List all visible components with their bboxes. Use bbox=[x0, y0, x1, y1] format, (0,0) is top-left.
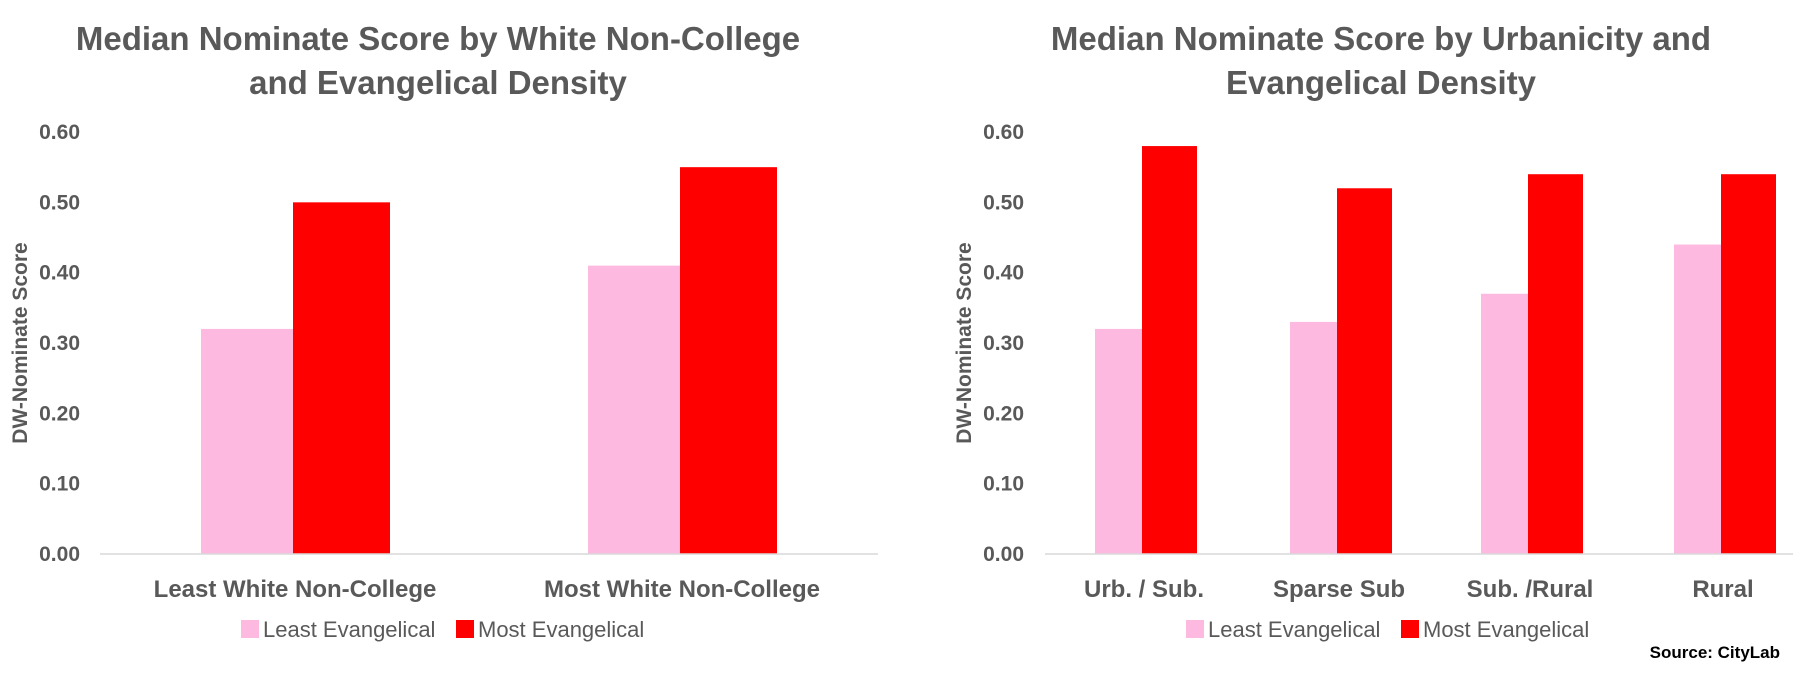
y-tick-label: 0.60 bbox=[39, 121, 80, 144]
legend-swatch-most bbox=[1401, 620, 1419, 638]
y-tick-label: 0.00 bbox=[39, 543, 80, 566]
bar-most-evangelical bbox=[1142, 146, 1197, 555]
chart-urbanicity: Median Nominate Score by Urbanicity and E… bbox=[953, 20, 1793, 642]
legend-swatch-least bbox=[1186, 620, 1204, 638]
y-tick-label: 0.20 bbox=[39, 402, 80, 425]
chart-title-line: Median Nominate Score by White Non-Colle… bbox=[76, 20, 800, 57]
legend-label: Least Evangelical bbox=[263, 617, 435, 642]
y-tick-label: 0.20 bbox=[983, 402, 1024, 425]
y-tick-label: 0.30 bbox=[983, 332, 1024, 355]
y-tick-label: 0.10 bbox=[39, 473, 80, 496]
legend-label: Least Evangelical bbox=[1208, 617, 1380, 642]
bar-most-evangelical bbox=[293, 202, 390, 555]
y-axis-title: DW-Nominate Score bbox=[953, 242, 976, 443]
bar-least-evangelical bbox=[201, 328, 293, 554]
bar-least-evangelical bbox=[1290, 321, 1337, 554]
category-label: Least White Non-College bbox=[154, 576, 437, 603]
category-label: Sparse Sub bbox=[1273, 576, 1405, 603]
y-tick-label: 0.50 bbox=[39, 191, 80, 214]
bar-most-evangelical bbox=[1337, 188, 1392, 554]
chart-title-line: Evangelical Density bbox=[1226, 64, 1537, 101]
y-tick-label: 0.60 bbox=[983, 121, 1024, 144]
category-label: Most White Non-College bbox=[544, 576, 820, 603]
y-tick-label: 0.30 bbox=[39, 332, 80, 355]
chart-white-non-college: Median Nominate Score by White Non-Colle… bbox=[9, 20, 878, 642]
chart-title-line: Median Nominate Score by Urbanicity and bbox=[1051, 20, 1711, 57]
y-tick-label: 0.40 bbox=[983, 262, 1024, 285]
legend-label: Most Evangelical bbox=[478, 617, 644, 642]
bar-most-evangelical bbox=[680, 167, 777, 554]
category-label: Rural bbox=[1692, 576, 1753, 603]
category-label: Urb. / Sub. bbox=[1084, 576, 1204, 603]
y-axis-title: DW-Nominate Score bbox=[9, 242, 32, 443]
category-label: Sub. /Rural bbox=[1467, 576, 1594, 603]
legend-label: Most Evangelical bbox=[1423, 617, 1589, 642]
bar-least-evangelical bbox=[1674, 244, 1721, 555]
source-label: Source: CityLab bbox=[1650, 643, 1780, 662]
chart-title-line: and Evangelical Density bbox=[249, 64, 627, 101]
legend-swatch-most bbox=[456, 620, 474, 638]
y-tick-label: 0.00 bbox=[983, 543, 1024, 566]
y-tick-label: 0.10 bbox=[983, 473, 1024, 496]
bar-most-evangelical bbox=[1721, 174, 1776, 554]
bar-least-evangelical bbox=[1481, 293, 1528, 554]
y-tick-label: 0.40 bbox=[39, 262, 80, 285]
bar-least-evangelical bbox=[588, 265, 680, 554]
bar-most-evangelical bbox=[1528, 174, 1583, 554]
y-tick-label: 0.50 bbox=[983, 191, 1024, 214]
bar-least-evangelical bbox=[1095, 328, 1142, 554]
legend-swatch-least bbox=[241, 620, 259, 638]
